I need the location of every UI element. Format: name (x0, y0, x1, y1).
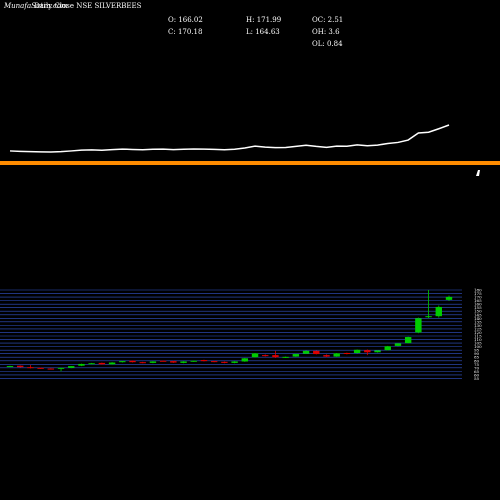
ohlc-stat: OL: 0.84 (312, 40, 343, 48)
candle-body (221, 361, 228, 363)
y-tick-label: 105 (474, 341, 482, 346)
y-tick-label: 130 (474, 323, 482, 328)
candle-body (292, 354, 300, 357)
candle-body (57, 367, 65, 369)
chart-title: Daily Close NSE SILVERBEES (34, 2, 142, 10)
orange-band (0, 161, 500, 165)
y-tick-label: 165 (474, 298, 482, 303)
watermark: MunafaSutra.com (3, 2, 68, 10)
marker (476, 170, 480, 176)
candle-body (425, 316, 432, 318)
candle-body (17, 365, 24, 368)
candle-body (210, 361, 218, 363)
candle-body (302, 350, 310, 354)
candle-body (190, 360, 197, 362)
y-tick-label: 140 (474, 316, 482, 321)
candle-body (149, 361, 157, 363)
ohlc-stat: OH: 3.6 (312, 28, 340, 36)
y-tick-label: 150 (474, 309, 482, 314)
candle-body (384, 346, 391, 351)
candle-body (129, 360, 136, 363)
y-tick-label: 55 (474, 376, 480, 381)
y-tick-label: 85 (474, 355, 480, 360)
ohlc-stat: L: 164.63 (246, 28, 280, 36)
ohlc-stat: C: 170.18 (168, 28, 202, 36)
candle-body (343, 352, 351, 354)
candle-body (159, 360, 167, 362)
y-tick-label: 65 (474, 369, 480, 374)
candle-body (251, 353, 259, 358)
candle-body (200, 360, 208, 362)
candle-body (68, 366, 75, 368)
candle-body (231, 361, 238, 363)
candle-body (313, 350, 320, 355)
candle-body (415, 318, 422, 333)
candle-body (180, 361, 187, 363)
ohlc-stat: O: 166.02 (168, 16, 203, 24)
candle-body (37, 367, 44, 369)
candle-body (282, 356, 289, 358)
candle-body (435, 306, 442, 317)
candle-body (98, 362, 106, 365)
candle-body (139, 362, 146, 364)
candle-body (27, 367, 34, 369)
y-tick-label: 170 (474, 295, 482, 300)
candle-body (262, 355, 269, 357)
y-tick-label: 95 (474, 348, 480, 353)
candle-body (119, 361, 126, 363)
y-tick-label: 125 (474, 326, 482, 331)
candle-body (272, 355, 279, 358)
candle-body (78, 363, 85, 366)
y-tick-label: 90 (474, 351, 480, 356)
candle-body (445, 296, 453, 300)
y-tick-label: 135 (474, 319, 482, 324)
y-tick-label: 75 (474, 362, 480, 367)
y-tick-label: 70 (474, 365, 480, 370)
candle-body (6, 366, 14, 368)
y-tick-label: 145 (474, 312, 482, 317)
y-tick-label: 60 (474, 372, 480, 377)
y-tick-label: 180 (474, 288, 482, 293)
y-tick-label: 160 (474, 302, 482, 307)
candle-body (108, 362, 116, 365)
candle-body (170, 361, 177, 363)
candle-body (47, 368, 55, 370)
y-tick-label: 110 (474, 337, 482, 342)
candle-body (404, 337, 412, 344)
candle-body (374, 350, 381, 353)
close-line (9, 124, 450, 153)
candle-body (323, 355, 330, 357)
y-tick-label: 100 (474, 344, 482, 349)
candle-body (364, 350, 371, 353)
y-tick-label: 155 (474, 305, 482, 310)
candle-body (353, 349, 361, 353)
y-tick-label: 175 (474, 291, 482, 296)
candle-body (88, 363, 95, 365)
y-tick-label: 120 (474, 330, 482, 335)
ohlc-stat: H: 171.99 (246, 16, 281, 24)
candle-body (333, 353, 340, 357)
y-tick-label: 80 (474, 358, 480, 363)
candle-body (241, 358, 249, 362)
y-tick-label: 115 (474, 334, 482, 339)
ohlc-stat: OC: 2.51 (312, 16, 343, 24)
candle-body (394, 343, 402, 346)
